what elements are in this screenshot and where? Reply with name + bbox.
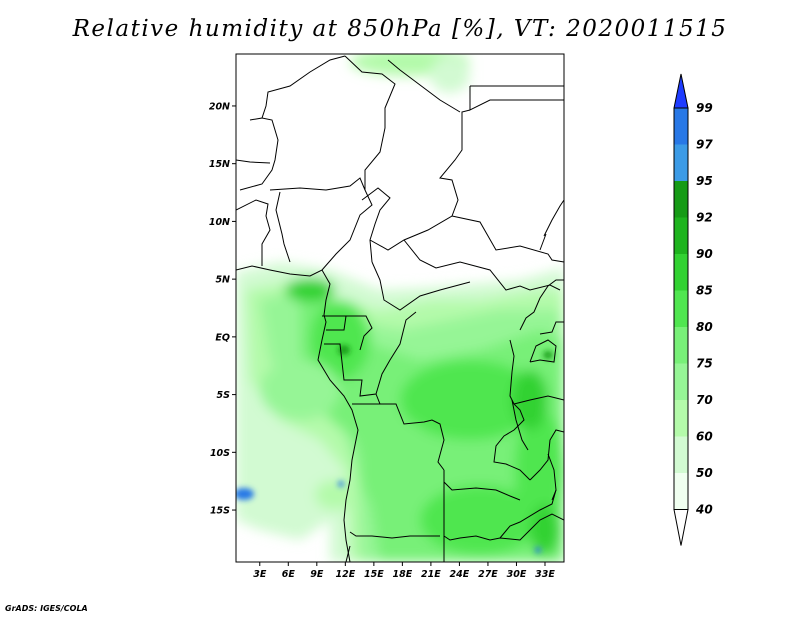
map-frame [235, 53, 565, 563]
colorbar-level-label: 50 [696, 466, 713, 480]
lon-tick-label: 18E [393, 569, 413, 580]
colorbar-segment [674, 327, 688, 364]
lat-tick-label: 15N [209, 159, 230, 170]
latitude-axis: 20N 15N 10N 5N EQ 5S 10S 15S [209, 101, 236, 517]
colorbar-level-label: 60 [696, 430, 713, 444]
lon-tick-label: 3E [253, 569, 267, 580]
longitude-axis: 3E 6E 9E 12E 15E 18E 21E 24E 27E 30E 33E [253, 562, 555, 580]
credit-text: GrADS: IGES/COLA [5, 604, 88, 613]
colorbar-level-label: 70 [696, 393, 713, 407]
lat-tick-label: 5S [217, 390, 231, 401]
colorbar-segment [674, 181, 688, 218]
colorbar-bottom-triangle [673, 509, 689, 546]
lon-tick-label: 27E [478, 569, 498, 580]
lon-tick-label: 6E [282, 569, 296, 580]
lon-tick-label: 9E [310, 569, 324, 580]
colorbar-segment [674, 217, 688, 254]
colorbar: 99 97 95 92 90 85 80 75 70 60 50 40 [673, 73, 713, 546]
lon-tick-label: 24E [450, 569, 470, 580]
colorbar-level-label: 90 [696, 247, 713, 261]
map-title: Relative humidity at 850hPa [%], VT: 202… [72, 16, 728, 42]
colorbar-level-label: 75 [696, 357, 713, 371]
lon-tick-label: 12E [335, 569, 355, 580]
lat-tick-label: 10N [209, 217, 230, 228]
lat-tick-label: 20N [209, 101, 230, 112]
colorbar-level-label: 40 [695, 503, 713, 517]
colorbar-segment [674, 473, 688, 510]
colorbar-level-label: 99 [696, 101, 713, 115]
colorbar-level-label: 97 [696, 138, 713, 152]
lon-tick-label: 30E [507, 569, 527, 580]
lat-tick-label: EQ [215, 332, 230, 343]
colorbar-level-label: 85 [696, 284, 713, 298]
lat-tick-label: 10S [210, 448, 230, 459]
country-borders [236, 54, 564, 562]
colorbar-level-label: 95 [696, 174, 713, 188]
colorbar-segment [674, 108, 688, 145]
colorbar-segment [674, 144, 688, 181]
colorbar-segment [674, 400, 688, 437]
colorbar-segment [674, 254, 688, 291]
colorbar-segment [674, 290, 688, 327]
lat-tick-label: 15S [210, 506, 230, 517]
lat-tick-label: 5N [215, 275, 230, 286]
lon-tick-label: 21E [421, 569, 441, 580]
colorbar-top-triangle [673, 73, 689, 109]
humidity-field [236, 54, 564, 562]
colorbar-segment [674, 363, 688, 400]
colorbar-segment [674, 436, 688, 473]
lon-tick-label: 15E [364, 569, 384, 580]
lon-tick-label: 33E [535, 569, 555, 580]
colorbar-level-label: 92 [696, 211, 713, 225]
colorbar-level-label: 80 [696, 320, 713, 334]
